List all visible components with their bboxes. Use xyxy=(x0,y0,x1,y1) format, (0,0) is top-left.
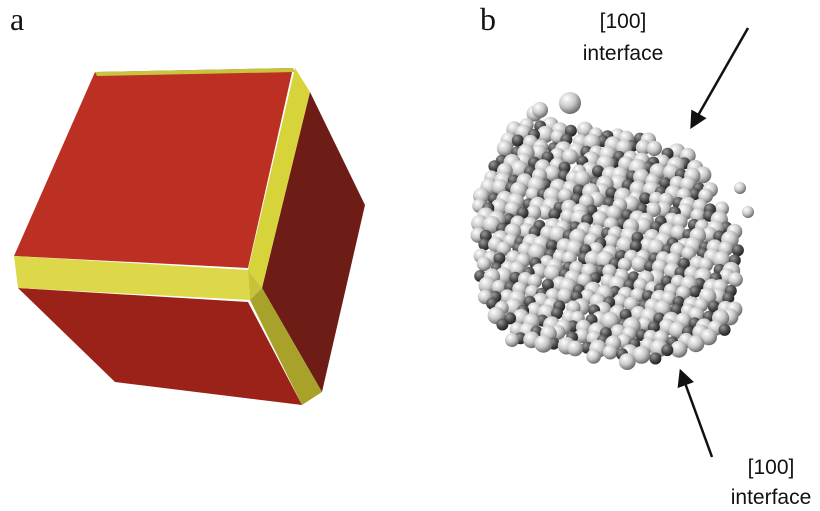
panel-label: b xyxy=(480,1,496,37)
sphere xyxy=(511,134,524,147)
sphere xyxy=(543,165,561,182)
sphere xyxy=(589,272,601,285)
annotation: [100] xyxy=(748,456,795,479)
cube xyxy=(14,68,365,405)
sphere xyxy=(558,188,573,203)
sphere xyxy=(688,188,701,201)
cube-front-face xyxy=(18,288,302,405)
sphere xyxy=(496,318,509,331)
sphere xyxy=(478,276,497,295)
sphere xyxy=(573,170,591,188)
sphere xyxy=(536,125,554,143)
sphere xyxy=(482,215,501,234)
sphere xyxy=(629,240,642,253)
sphere xyxy=(687,335,705,353)
sphere xyxy=(649,352,662,365)
cube-right-face xyxy=(262,92,365,392)
sphere xyxy=(528,243,546,261)
sphere xyxy=(606,205,623,222)
sphere xyxy=(646,140,663,157)
sphere xyxy=(527,274,542,289)
sphere xyxy=(734,182,746,194)
sphere xyxy=(618,353,636,370)
corner-facet xyxy=(248,270,262,300)
sphere xyxy=(491,280,507,295)
sphere xyxy=(592,165,604,178)
sphere xyxy=(617,257,632,272)
sphere xyxy=(742,206,754,218)
sphere xyxy=(493,252,506,265)
sphere xyxy=(603,233,619,249)
sphere xyxy=(532,102,548,118)
sphere xyxy=(622,195,640,213)
sphere-cluster xyxy=(470,92,754,370)
sphere xyxy=(688,285,701,298)
arrow xyxy=(690,27,750,130)
sphere xyxy=(505,333,519,347)
panel-label: a xyxy=(10,1,24,37)
sphere xyxy=(567,340,583,357)
sphere xyxy=(525,205,542,221)
annotation: interface xyxy=(731,486,812,509)
sphere xyxy=(559,92,581,114)
sphere xyxy=(602,344,618,360)
sphere xyxy=(548,208,561,221)
sphere xyxy=(496,241,511,256)
sphere xyxy=(551,307,564,320)
sphere xyxy=(728,272,743,287)
sphere xyxy=(661,344,674,357)
sphere xyxy=(670,340,688,358)
sphere xyxy=(700,328,718,346)
sphere xyxy=(681,246,696,261)
sphere xyxy=(557,288,573,304)
sphere xyxy=(634,217,652,235)
cube-top-face xyxy=(14,68,293,268)
sphere xyxy=(639,192,652,205)
sphere xyxy=(541,278,554,291)
sphere xyxy=(478,238,491,251)
sphere xyxy=(496,140,513,157)
arrow xyxy=(677,368,714,458)
sphere xyxy=(586,349,601,364)
sphere xyxy=(616,236,634,254)
sphere xyxy=(702,226,718,243)
sphere xyxy=(632,346,651,364)
sphere xyxy=(575,328,590,344)
sphere xyxy=(545,239,558,252)
sphere xyxy=(707,300,720,313)
annotation: interface xyxy=(583,42,664,65)
sphere xyxy=(646,202,661,217)
edge-facet xyxy=(250,288,322,405)
sphere xyxy=(718,323,731,336)
sphere xyxy=(504,201,521,217)
edge-facet xyxy=(95,68,295,76)
sphere xyxy=(534,334,553,353)
sphere xyxy=(476,256,492,272)
sphere xyxy=(668,321,686,339)
sphere xyxy=(562,148,578,165)
sphere xyxy=(635,139,652,155)
sphere xyxy=(631,256,648,273)
edge-facet xyxy=(14,256,250,300)
annotation: [100] xyxy=(600,10,647,33)
edge-facet xyxy=(248,68,310,288)
sphere xyxy=(670,225,686,241)
sphere xyxy=(731,244,744,257)
